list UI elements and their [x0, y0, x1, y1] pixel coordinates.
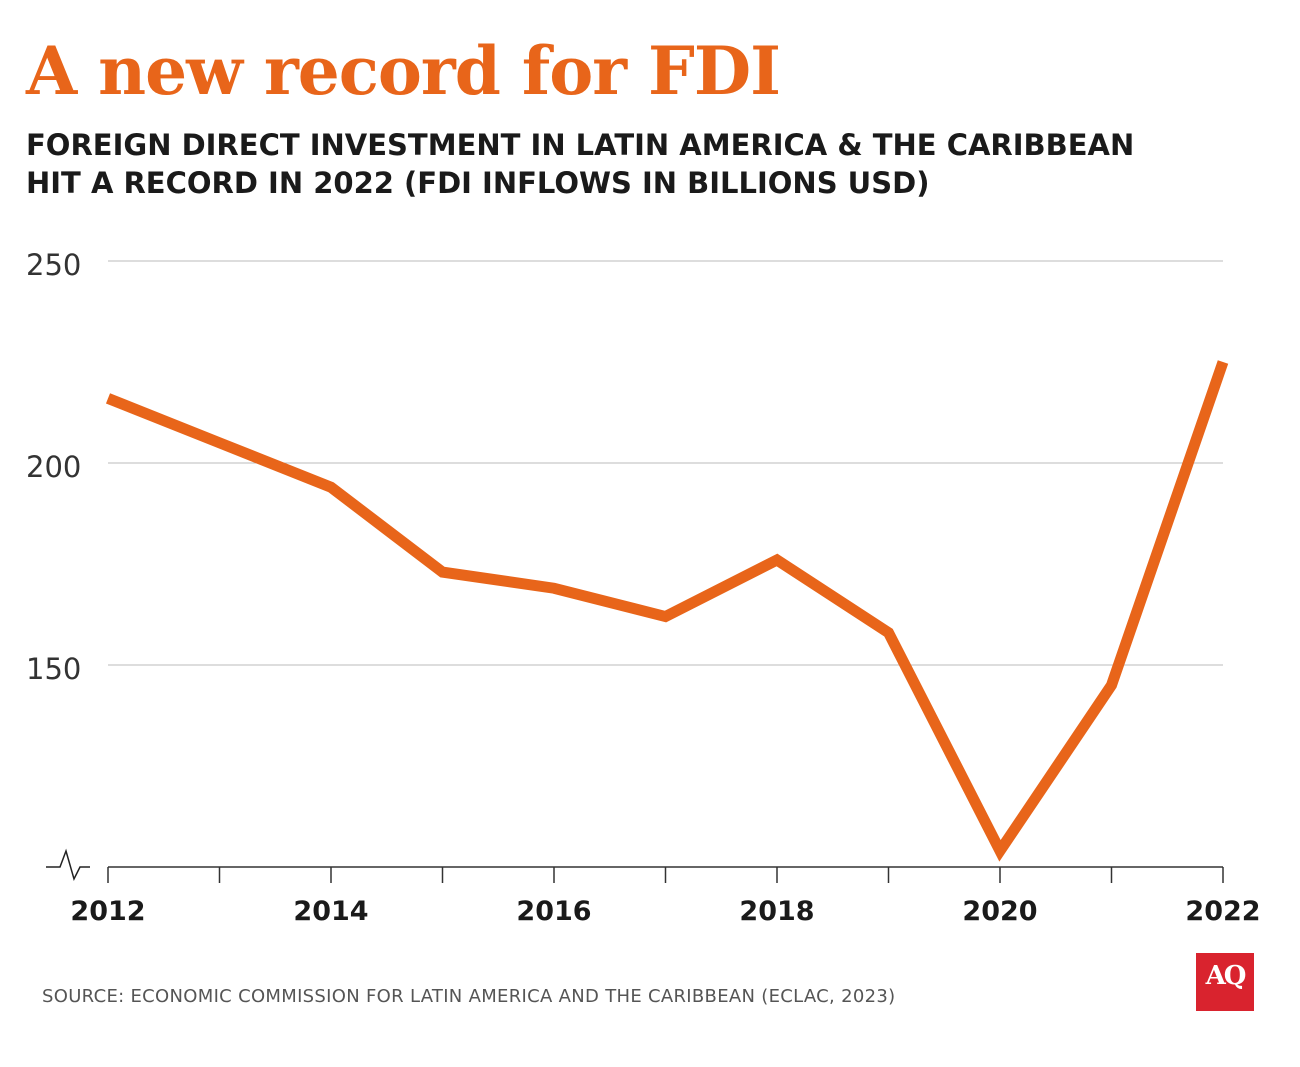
y-tick-label: 200 — [26, 450, 81, 484]
chart-title: A new record for FDI — [26, 32, 781, 110]
y-tick-label: 250 — [26, 248, 81, 282]
data-series — [105, 360, 1229, 862]
subtitle-line-1: FOREIGN DIRECT INVESTMENT IN LATIN AMERI… — [26, 128, 1135, 162]
x-axis: 2012 2014 2016 2018 2020 2022 — [70, 866, 1261, 927]
x-tick-label: 2014 — [293, 896, 368, 927]
y-tick-labels: 250 200 150 — [26, 248, 81, 686]
axis-break-icon — [46, 848, 90, 882]
subtitle-line-2: HIT A RECORD IN 2022 (FDI INFLOWS IN BIL… — [26, 166, 930, 200]
y-tick-label: 150 — [26, 652, 81, 686]
aq-logo: AQ — [1196, 953, 1254, 1011]
x-tick-label: 2016 — [516, 896, 591, 927]
x-tick-label: 2022 — [1185, 896, 1260, 927]
logo-text: AQ — [1205, 961, 1247, 991]
x-tick-label: 2018 — [739, 896, 814, 927]
axis-break-mark — [46, 848, 90, 882]
gridlines — [108, 260, 1223, 666]
x-tick-label: 2020 — [962, 896, 1037, 927]
chart-subtitle: FOREIGN DIRECT INVESTMENT IN LATIN AMERI… — [26, 126, 1226, 202]
series-line-0 — [105, 360, 1229, 862]
x-tick-label: 2012 — [70, 896, 145, 927]
source-note: SOURCE: ECONOMIC COMMISSION FOR LATIN AM… — [42, 986, 896, 1007]
